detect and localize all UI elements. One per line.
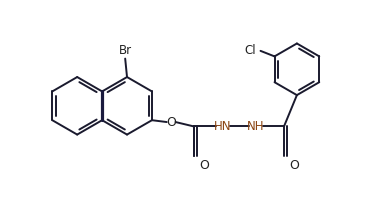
Text: Br: Br: [119, 44, 132, 57]
Text: NH: NH: [247, 120, 264, 133]
Text: O: O: [289, 159, 299, 172]
Text: HN: HN: [214, 120, 231, 133]
Text: Cl: Cl: [244, 44, 256, 57]
Text: O: O: [199, 159, 209, 172]
Text: O: O: [166, 116, 176, 129]
